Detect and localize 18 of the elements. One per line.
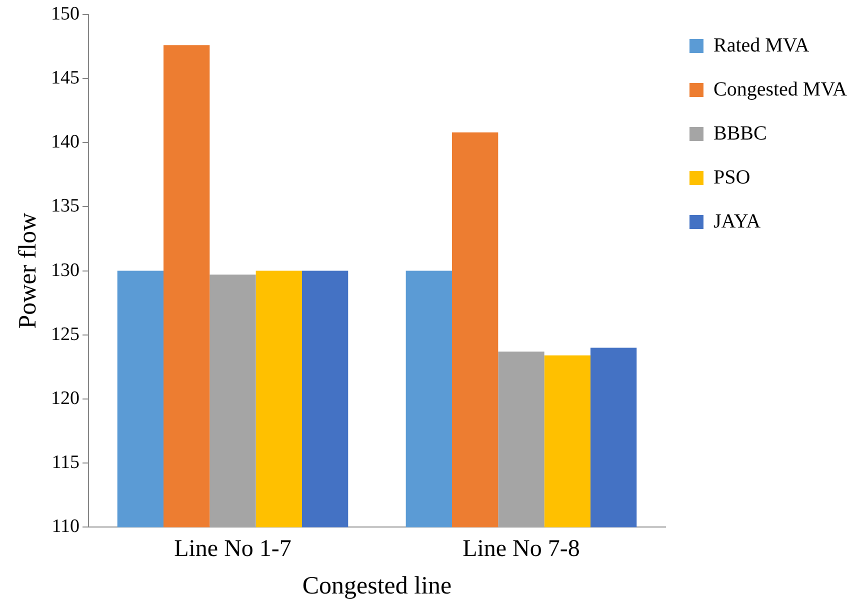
y-tick-label: 150 [51, 3, 80, 24]
y-tick-label: 140 [51, 132, 80, 153]
y-tick-label: 120 [51, 388, 80, 409]
legend-label: PSO [713, 166, 750, 188]
legend-label: Rated MVA [713, 34, 810, 56]
legend-label: JAYA [713, 210, 762, 232]
y-tick-label: 110 [52, 516, 80, 538]
legend-label: BBBC [713, 122, 767, 144]
x-axis-title: Congested line [302, 572, 452, 600]
x-tick-label: Line No 1-7 [174, 536, 292, 562]
y-tick-label: 145 [51, 67, 80, 88]
y-tick-label: 130 [51, 260, 80, 281]
y-tick-label: 135 [51, 196, 80, 217]
x-tick-label: Line No 7-8 [462, 536, 580, 562]
y-tick-label: 115 [52, 452, 80, 474]
legend-label: Congested MVA [713, 78, 848, 100]
y-axis-title: Power flow [14, 212, 42, 329]
y-tick-label: 125 [51, 324, 80, 345]
